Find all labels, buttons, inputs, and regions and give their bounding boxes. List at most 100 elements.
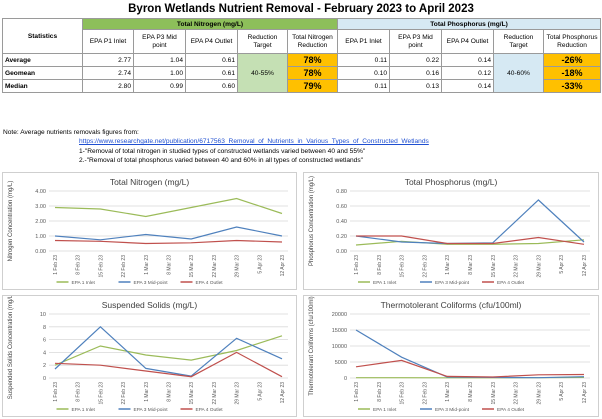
coliforms-x-tick-label: 15 Feb 23	[400, 382, 406, 405]
phosphorus-chart: Total Phosphorus (mg/L) Phosphorus Concen…	[303, 172, 599, 290]
coliforms-x-tick-label: 8 Feb 23	[377, 382, 383, 402]
cell-value: 0.12	[441, 66, 495, 80]
phosphorus-x-tick-label: 12 Apr 23	[582, 255, 588, 277]
phosphorus-legend-entry: EPA 1 Inlet	[373, 280, 397, 286]
nitrogen-y-tick-label: 3.00	[35, 204, 46, 210]
page-title: Byron Wetlands Nutrient Removal - Februa…	[128, 3, 474, 15]
suspended-solids-x-tick-label: 1 Feb 23	[53, 382, 59, 402]
table-row: Median 2.80 0.99 0.60 79% 0.11 0.13 0.14…	[2, 79, 602, 93]
nitrogen-group-header: Total Nitrogen (mg/L)	[81, 18, 339, 30]
phosphorus-x-tick-label: 22 Mar 23	[514, 255, 520, 278]
coliforms-x-tick-label: 22 Mar 23	[514, 382, 520, 405]
note-nitrogen: 1-"Removal of total nitrogen in studied …	[79, 147, 366, 155]
col-p-reduction: Total Phosphorus Reduction	[543, 29, 602, 54]
phosphorus-legend-entry: EPA 3 Mid-point	[435, 280, 470, 286]
phosphorus-chart-svg: Total Phosphorus (mg/L) Phosphorus Concen…	[309, 176, 590, 286]
nitrogen-x-tick-label: 8 Feb 23	[76, 255, 82, 275]
coliforms-series-line-2	[355, 329, 585, 379]
nitrogen-legend-entry: EPA 1 Inlet	[72, 280, 96, 286]
cell-value: 0.11	[337, 53, 391, 67]
phosphorus-x-tick-label: 29 Mar 23	[536, 255, 542, 278]
coliforms-y-tick-label: 15000	[332, 328, 347, 334]
nitrogen-x-tick-label: 8 Mar 23	[167, 255, 173, 275]
nitrogen-x-tick-label: 22 Feb 23	[121, 255, 127, 278]
nitrogen-chart-title: Total Nitrogen (mg/L)	[110, 177, 190, 187]
suspended-solids-y-tick-label: 8	[43, 325, 46, 331]
nitrogen-y-tick-label: 2.00	[35, 219, 46, 225]
nitrogen-x-tick-label: 12 Apr 23	[280, 255, 286, 277]
nitrogen-chart-svg: Total Nitrogen (mg/L) Nitrogen Concentrat…	[8, 177, 288, 286]
phosphorus-y-tick-label: 0.40	[336, 219, 347, 225]
phosphorus-target: 40-60%	[493, 53, 545, 93]
phosphorus-group-header: Total Phosphorus (mg/L)	[337, 18, 602, 30]
nitrogen-reduction: 78%	[286, 53, 339, 67]
phosphorus-y-tick-label: 0.80	[336, 189, 347, 195]
suspended-solids-series-line-1	[54, 335, 283, 366]
nitrogen-y-tick-label: 1.00	[35, 234, 46, 240]
cell-value: 0.22	[389, 53, 443, 67]
nitrogen-y-tick-label: 4.00	[35, 189, 46, 195]
nitrogen-x-tick-label: 15 Mar 23	[189, 255, 195, 278]
phosphorus-y-axis-label: Phosphorus Concentration (mg/L)	[309, 176, 315, 266]
coliforms-x-tick-label: 15 Mar 23	[491, 382, 497, 405]
suspended-solids-y-tick-label: 0	[43, 376, 46, 382]
notes-block: Note: Average nutrients removals figures…	[3, 128, 429, 166]
coliforms-y-tick-label: 10000	[332, 344, 347, 350]
col-n-p4: EPA P4 Outlet	[185, 29, 238, 54]
phosphorus-reduction: -33%	[543, 79, 602, 93]
suspended-solids-y-tick-label: 10	[40, 312, 46, 318]
nitrogen-legend-entry: EPA 4 Outlet	[196, 280, 224, 286]
col-p-p3: EPA P3 Mid point	[389, 29, 443, 54]
phosphorus-x-tick-label: 8 Feb 23	[377, 255, 383, 275]
coliforms-chart-title: Thermotolerant Coliforms (cfu/100ml)	[381, 300, 522, 310]
suspended-solids-x-tick-label: 1 Mar 23	[144, 382, 150, 402]
cell-value: 0.10	[337, 66, 391, 80]
phosphorus-reduction: -18%	[543, 66, 602, 80]
suspended-solids-x-tick-label: 15 Feb 23	[98, 382, 104, 405]
coliforms-y-tick-label: 20000	[332, 312, 347, 318]
phosphorus-x-tick-label: 1 Feb 23	[354, 255, 360, 275]
nitrogen-chart: Total Nitrogen (mg/L) Nitrogen Concentrat…	[2, 172, 297, 290]
phosphorus-chart-title: Total Phosphorus (mg/L)	[405, 177, 498, 187]
cell-value: 1.04	[133, 53, 186, 67]
coliforms-x-tick-label: 8 Mar 23	[468, 382, 474, 402]
phosphorus-series-line-1	[355, 239, 585, 246]
statistics-table: Statistics Total Nitrogen (mg/L) Total P…	[2, 18, 602, 93]
cell-value: 2.77	[82, 53, 134, 67]
coliforms-y-tick-label: 5000	[335, 360, 347, 366]
cell-value: 0.11	[337, 79, 391, 93]
nitrogen-x-tick-label: 1 Mar 23	[144, 255, 150, 275]
row-label: Geomean	[2, 66, 83, 80]
nitrogen-y-tick-label: 0.00	[35, 249, 46, 255]
col-p-p1: EPA P1 Inlet	[337, 29, 391, 54]
coliforms-y-tick-label: 0	[344, 376, 347, 382]
suspended-solids-x-tick-label: 12 Apr 23	[280, 382, 286, 404]
nitrogen-x-tick-label: 29 Mar 23	[235, 255, 241, 278]
nitrogen-reduction: 79%	[286, 79, 339, 93]
row-label: Average	[2, 53, 83, 67]
nitrogen-x-tick-label: 15 Feb 23	[98, 255, 104, 278]
suspended-solids-series-line-3	[54, 351, 283, 378]
reference-link[interactable]: https://www.researchgate.net/publication…	[79, 138, 429, 146]
table-row: Average 2.77 1.04 0.61 40-55% 78% 0.11 0…	[2, 53, 602, 93]
nitrogen-x-tick-label: 5 Apr 23	[257, 255, 263, 274]
table-row: Geomean 2.74 1.00 0.61 78% 0.10 0.16 0.1…	[2, 66, 602, 80]
nitrogen-reduction: 78%	[286, 66, 339, 80]
cell-value: 0.14	[441, 53, 495, 67]
coliforms-x-tick-label: 1 Feb 23	[354, 382, 360, 402]
coliforms-legend-entry: EPA 4 Outlet	[497, 407, 525, 413]
note-heading: Note: Average nutrients removals figures…	[3, 129, 139, 136]
cell-value: 0.14	[441, 79, 495, 93]
coliforms-legend-entry: EPA 3 Mid-point	[435, 407, 470, 413]
phosphorus-y-tick-label: 0.20	[336, 234, 347, 240]
row-label: Median	[2, 79, 83, 93]
phosphorus-series-line-2	[355, 199, 585, 245]
nitrogen-series-line-1	[54, 197, 283, 218]
cell-value: 2.80	[82, 79, 134, 93]
phosphorus-x-tick-label: 5 Apr 23	[559, 255, 565, 274]
phosphorus-series-line-3	[356, 235, 585, 245]
suspended-solids-y-axis-label: Suspended Solids Concentration (mg/L)	[8, 296, 14, 399]
suspended-solids-y-tick-label: 2	[43, 363, 46, 369]
col-p-target: Reduction Target	[493, 29, 545, 54]
coliforms-x-tick-label: 12 Apr 23	[582, 382, 588, 404]
